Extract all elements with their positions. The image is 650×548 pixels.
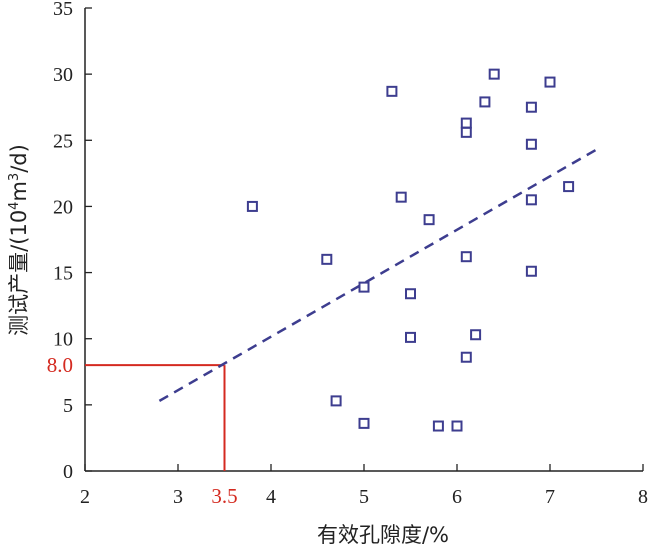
x-tick-label: 6 bbox=[452, 486, 462, 508]
data-point bbox=[488, 68, 500, 80]
y-axis-unit-part: m bbox=[7, 181, 31, 201]
y-tick-label: 35 bbox=[53, 0, 73, 20]
y-tick-label: 0 bbox=[63, 461, 73, 483]
x-tick-label: 7 bbox=[545, 486, 555, 508]
data-point bbox=[405, 288, 416, 300]
data-point bbox=[525, 194, 537, 206]
data-point bbox=[460, 251, 472, 263]
data-point bbox=[386, 85, 398, 97]
y-axis-title-main: 测试产量/ bbox=[7, 244, 31, 336]
y-axis-unit-superscript: 4 bbox=[7, 202, 22, 210]
x-axis-title: 有效孔隙度/% bbox=[317, 523, 449, 547]
data-point bbox=[451, 420, 463, 432]
y-tick-label: 30 bbox=[53, 64, 73, 86]
data-point bbox=[470, 329, 482, 341]
data-point bbox=[460, 117, 472, 129]
data-point bbox=[460, 351, 472, 363]
y-tick-label: 25 bbox=[53, 130, 73, 152]
data-point bbox=[330, 395, 342, 407]
x-tick-label: 3 bbox=[173, 486, 183, 508]
data-point bbox=[544, 76, 556, 88]
data-point bbox=[525, 265, 537, 277]
x-tick-label: 2 bbox=[80, 486, 90, 508]
axes: 0 5 10 15 20 25 30 35 2 3 4 5 6 7 8 bbox=[53, 0, 648, 508]
y-tick-label: 10 bbox=[53, 329, 73, 351]
y-axis-title: 测试产量/(104m3/d) bbox=[7, 144, 31, 336]
data-point bbox=[563, 181, 575, 193]
y-tick-label: 15 bbox=[53, 263, 73, 285]
data-points bbox=[246, 68, 575, 432]
y-axis-unit-part: (10 bbox=[7, 210, 31, 245]
data-point bbox=[246, 200, 258, 212]
data-point bbox=[405, 331, 416, 343]
x-tick-label: 8 bbox=[638, 486, 648, 508]
data-point bbox=[432, 420, 444, 432]
data-point bbox=[460, 126, 472, 138]
data-point bbox=[321, 253, 333, 265]
data-point bbox=[479, 96, 491, 108]
y-axis-unit-part: /d) bbox=[7, 144, 31, 173]
data-point bbox=[358, 281, 370, 293]
data-point bbox=[395, 191, 407, 203]
reference-lines: 8.0 3.5 bbox=[47, 353, 238, 508]
data-point bbox=[358, 417, 370, 429]
x-tick-label: 4 bbox=[266, 486, 276, 508]
data-point bbox=[423, 214, 435, 226]
y-axis-unit-superscript: 3 bbox=[7, 173, 22, 181]
data-point bbox=[525, 138, 537, 150]
y-tick-label: 5 bbox=[63, 395, 73, 417]
x-tick-label: 5 bbox=[359, 486, 369, 508]
svg-text:测试产量/(104m3/d): 测试产量/(104m3/d) bbox=[7, 144, 31, 336]
y-tick-label: 20 bbox=[53, 196, 73, 218]
data-point bbox=[525, 101, 537, 113]
reference-x-label: 3.5 bbox=[211, 484, 237, 508]
reference-y-label: 8.0 bbox=[47, 353, 73, 377]
